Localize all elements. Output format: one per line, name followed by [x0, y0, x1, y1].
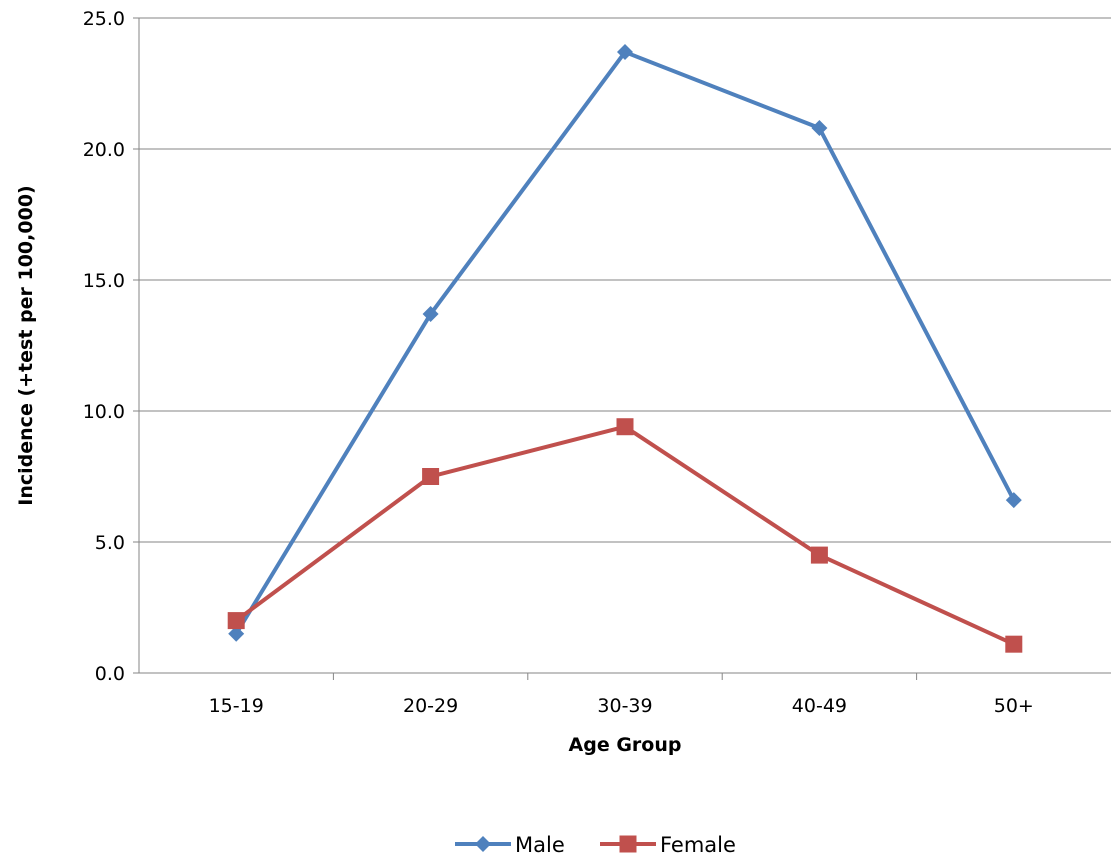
- y-tick-label: 5.0: [95, 532, 125, 554]
- legend-marker-male: [475, 836, 491, 852]
- legend-item-male: Male: [455, 833, 565, 857]
- y-tick-label: 15.0: [83, 270, 125, 292]
- data-point-male: [811, 120, 827, 136]
- legend-label: Male: [515, 833, 565, 857]
- y-axis-title: Incidence (+test per 100,000): [15, 185, 37, 505]
- series-male: [228, 44, 1022, 642]
- x-axis-title: Age Group: [569, 734, 682, 756]
- y-tick-labels: 0.0 5.0 10.0 15.0 20.0 25.0: [83, 8, 125, 685]
- x-tick-labels: 15-19 20-29 30-39 40-49 50+: [209, 695, 1034, 717]
- data-point-female: [617, 418, 634, 435]
- gridlines: [133, 18, 1111, 680]
- x-tick-label: 50+: [994, 695, 1034, 717]
- data-point-female: [1005, 636, 1022, 653]
- data-point-female: [811, 547, 828, 564]
- data-series: [228, 44, 1023, 653]
- x-tick-label: 40-49: [792, 695, 847, 717]
- legend: Male Female: [455, 833, 736, 857]
- legend-item-female: Female: [600, 833, 736, 857]
- x-tick-label: 20-29: [403, 695, 458, 717]
- axes: [139, 18, 1111, 673]
- legend-label: Female: [660, 833, 736, 857]
- data-point-female: [228, 612, 245, 629]
- y-tick-label: 20.0: [83, 139, 125, 161]
- x-tick-label: 30-39: [597, 695, 652, 717]
- data-point-male: [1006, 492, 1022, 508]
- y-tick-label: 25.0: [83, 8, 125, 30]
- y-tick-label: 0.0: [95, 663, 125, 685]
- series-line-female: [236, 427, 1014, 644]
- series-line-male: [236, 52, 1014, 634]
- x-tick-label: 15-19: [209, 695, 264, 717]
- legend-marker-female: [620, 836, 637, 853]
- y-tick-label: 10.0: [83, 401, 125, 423]
- data-point-female: [422, 468, 439, 485]
